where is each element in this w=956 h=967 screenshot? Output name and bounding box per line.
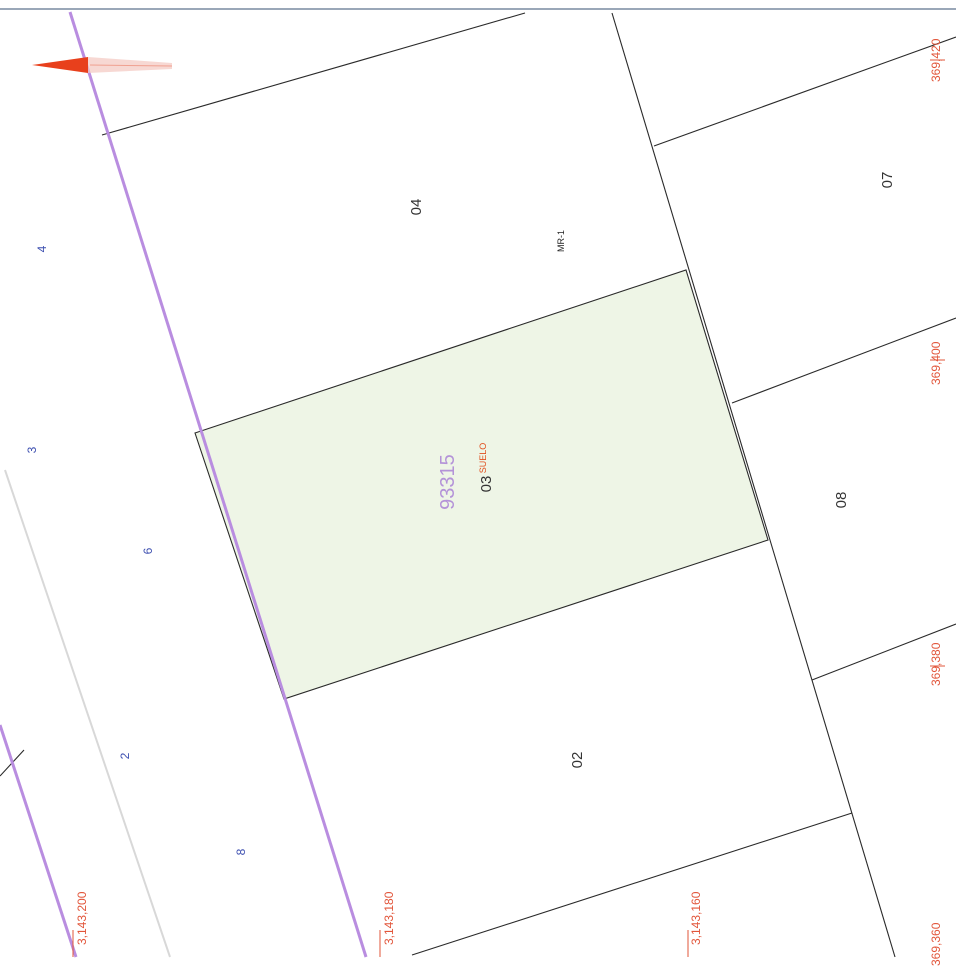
- grid-y-label: 369,360: [929, 922, 943, 966]
- house-number: 3: [25, 446, 39, 453]
- house-number: 6: [141, 547, 155, 554]
- north-arrow-icon: [32, 57, 173, 73]
- grid-y-label: 369,380: [929, 642, 943, 686]
- parcel-label-02: 02: [569, 752, 586, 769]
- grid-x-label: 3,143,200: [75, 891, 89, 945]
- parcel-tag: SUELO: [478, 443, 488, 474]
- parcel-label-07: 07: [879, 172, 896, 189]
- block-number: 93315: [437, 454, 459, 510]
- parcel-label-08: 08: [833, 492, 850, 509]
- grid-y-label: 369,420: [929, 38, 943, 82]
- zoning-label: MR-1: [556, 230, 566, 252]
- grid-x-label: 3,143,160: [689, 891, 703, 945]
- parcel-label-04: 04: [408, 199, 425, 216]
- street-edge-line: [4, 469, 171, 958]
- grid-ticks: [72, 59, 945, 957]
- parcel-label-03: 03: [478, 476, 495, 493]
- house-number: 4: [35, 245, 49, 252]
- grid-y-label: 369,400: [929, 341, 943, 385]
- house-number: 2: [118, 752, 132, 759]
- road-lines: [0, 11, 368, 958]
- house-number: 8: [234, 848, 248, 855]
- grid-x-label: 3,143,180: [382, 891, 396, 945]
- parcel-03-highlight[interactable]: [194, 269, 769, 700]
